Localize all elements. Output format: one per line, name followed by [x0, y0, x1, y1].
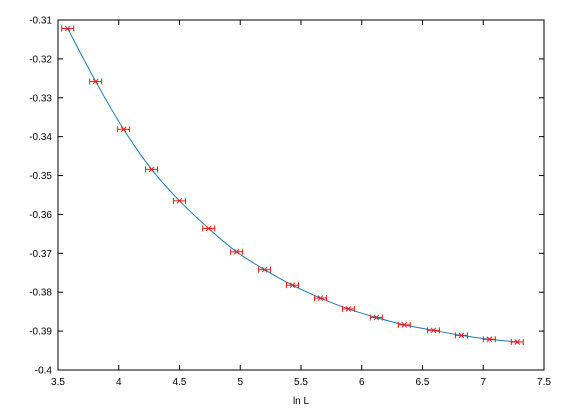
- point-marker: [233, 248, 240, 255]
- y-tick-label: -0.34: [29, 132, 52, 143]
- y-tick-label: -0.37: [29, 249, 52, 260]
- plot-frame: [57, 19, 545, 371]
- data-points: [61, 25, 524, 345]
- data-point: [397, 321, 411, 328]
- data-point: [369, 314, 383, 321]
- point-marker: [261, 266, 268, 273]
- data-point: [61, 25, 75, 32]
- x-tick-label: 3.5: [51, 377, 65, 388]
- point-marker: [430, 327, 437, 334]
- y-tick-label: -0.39: [29, 327, 52, 338]
- data-point: [482, 336, 496, 343]
- point-marker: [401, 322, 408, 328]
- y-tick-label: -0.32: [29, 54, 52, 65]
- point-marker: [64, 25, 71, 32]
- data-point: [173, 197, 186, 204]
- x-axis-label: ln L: [293, 396, 310, 407]
- y-tick-label: -0.31: [29, 16, 52, 27]
- data-point: [258, 266, 272, 273]
- point-marker: [345, 306, 352, 312]
- y-axis-ticks: -0.31 -0.32 -0.33 -0.34 -0.35 -0.36 -0.37 -0.38…: [29, 16, 544, 377]
- point-marker: [205, 225, 212, 232]
- x-tick-label: 7: [480, 377, 486, 388]
- data-point: [313, 295, 327, 302]
- data-point: [510, 339, 524, 345]
- point-marker: [120, 126, 127, 133]
- point-marker: [486, 336, 493, 343]
- data-point: [89, 78, 103, 85]
- x-axis-ticks: 3.5 4 4.5 5 5.5 6 6.5 7 7.5: [51, 20, 551, 388]
- data-point: [202, 225, 216, 232]
- data-point: [230, 248, 244, 255]
- point-marker: [317, 295, 324, 301]
- y-tick-label: -0.4: [35, 366, 53, 377]
- x-tick-label: 4: [116, 377, 122, 388]
- data-point: [117, 126, 131, 133]
- y-tick-label: -0.33: [29, 93, 52, 104]
- x-tick-label: 7.5: [537, 377, 551, 388]
- point-marker: [148, 166, 155, 173]
- x-tick-label: 6: [359, 377, 365, 388]
- x-tick-label: 5: [237, 377, 243, 388]
- point-marker: [373, 314, 380, 321]
- y-tick-label: -0.35: [29, 171, 52, 182]
- y-tick-label: -0.36: [29, 210, 52, 221]
- y-tick-label: -0.38: [29, 288, 52, 299]
- point-marker: [176, 197, 183, 204]
- data-point: [341, 305, 355, 312]
- point-marker: [458, 332, 465, 339]
- data-point: [454, 332, 468, 339]
- x-tick-label: 6.5: [416, 377, 430, 388]
- x-tick-label: 4.5: [173, 377, 187, 388]
- fit-curve-line: [67, 28, 518, 343]
- point-marker: [514, 339, 521, 345]
- point-marker: [289, 282, 296, 289]
- x-tick-label: 5.5: [294, 377, 308, 388]
- data-point: [426, 327, 440, 334]
- data-point: [145, 166, 159, 173]
- data-point: [285, 282, 299, 289]
- point-marker: [92, 78, 99, 85]
